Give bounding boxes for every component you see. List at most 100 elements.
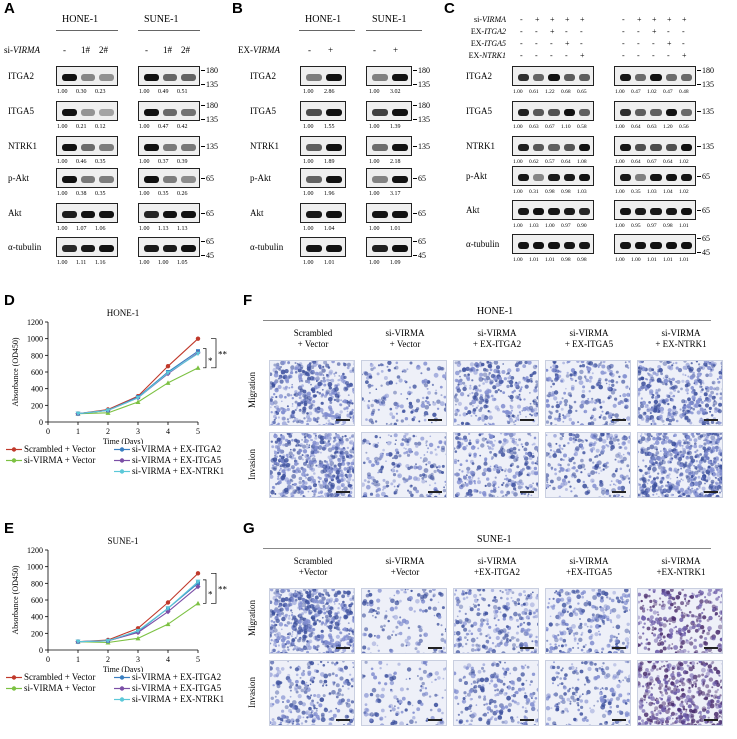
quant-value: 1.00: [158, 260, 169, 266]
column-header-line2: +EX-NTRK1: [656, 567, 706, 577]
quant-value: 1.00: [303, 191, 314, 197]
protein-band: [620, 207, 632, 215]
cell-stain: [454, 589, 538, 653]
protein-band: [650, 173, 662, 181]
mw-tick: [413, 213, 417, 214]
condition-sign: +: [652, 27, 657, 36]
legend-label: si-VIRMA + EX-ITGA2: [132, 444, 222, 454]
mw-tick: [697, 70, 701, 71]
cell-stain: [270, 433, 354, 497]
significance-mark: **: [218, 349, 228, 359]
protein-band: [680, 108, 692, 116]
quant-value: 1.10: [561, 124, 571, 130]
data-point: [165, 600, 171, 605]
quant-value: 0.30: [76, 89, 87, 95]
panel-letter: F: [243, 292, 253, 309]
y-tick-label: 1000: [27, 563, 43, 572]
quant-value: 1.00: [139, 226, 150, 232]
legend-item: Scrambled + Vector: [6, 672, 95, 682]
mw-tick: [413, 255, 417, 256]
protein-band: [181, 210, 196, 218]
lane-label: -: [63, 45, 66, 55]
quant-value: 1.00: [615, 159, 625, 165]
significance-bracket: [203, 579, 207, 604]
mw-label: 180: [418, 66, 430, 75]
quant-value: 0.57: [545, 159, 555, 165]
scale-bar: [612, 419, 626, 421]
growth-chart: SUNE-1 0 200 400 600 800 1000 1200 0 1 2 3 4 5 Time (D…: [11, 536, 228, 672]
row-label: Migration: [247, 372, 257, 408]
protein-band: [665, 108, 677, 116]
quant-value: 1.00: [57, 159, 68, 165]
protein-band: [306, 108, 322, 116]
quant-value: 0.26: [177, 191, 188, 197]
cell-line-label: HONE-1: [62, 14, 99, 25]
protein-band: [162, 244, 178, 252]
treatment-gene: VIRMA: [13, 45, 40, 55]
mw-tick: [413, 119, 417, 120]
x-tick-label: 3: [136, 655, 140, 664]
condition-sign: -: [565, 27, 568, 36]
data-point: [135, 399, 141, 404]
protein-band: [372, 175, 388, 183]
mw-tick: [201, 105, 205, 106]
protein-band: [392, 73, 408, 81]
quant-value: 1.11: [76, 260, 87, 266]
protein-band: [680, 143, 692, 151]
micrograph: [637, 588, 723, 654]
significance-bracket: [211, 572, 217, 604]
quant-value: 0.37: [158, 159, 169, 165]
cell-stain: [362, 361, 446, 425]
scale-bar: [428, 419, 442, 421]
condition-gene: VIRMA: [482, 15, 506, 24]
x-tick-label: 3: [136, 427, 140, 436]
mw-label: 45: [702, 248, 710, 257]
protein-band: [563, 73, 575, 81]
quant-value: 0.98: [561, 257, 571, 263]
y-tick-label: 200: [31, 629, 43, 638]
header-underline: [56, 30, 118, 31]
protein-band: [518, 207, 530, 215]
quant-value: 0.68: [561, 89, 571, 95]
protein-band: [518, 173, 530, 181]
protein-band: [99, 175, 114, 183]
quant-value: 1.00: [369, 159, 380, 165]
blot-strip: [614, 166, 696, 186]
scale-bar: [428, 491, 442, 493]
quant-value: 0.31: [529, 189, 539, 195]
data-point: [195, 571, 201, 576]
scale-bar: [336, 419, 350, 421]
quant-value: 1.02: [679, 189, 689, 195]
protein-band: [80, 143, 96, 151]
protein-band: [533, 173, 545, 181]
protein-band: [326, 210, 342, 218]
row-label: ITGA5: [466, 106, 492, 116]
quant-value: 0.62: [529, 159, 539, 165]
panel-letter-c: C: [444, 0, 455, 17]
quant-value: 0.42: [177, 124, 188, 130]
protein-band: [680, 241, 692, 249]
blot-strip: [366, 203, 412, 223]
protein-band: [635, 173, 647, 181]
row-label: α-tubulin: [466, 239, 500, 249]
protein-band: [650, 143, 662, 151]
blot-strip: [614, 136, 696, 156]
condition-sign: -: [535, 51, 538, 60]
significance-mark: *: [208, 356, 213, 366]
quant-value: 0.64: [561, 159, 571, 165]
legend-item: si-VIRMA + EX-NTRK1: [114, 694, 224, 704]
protein-band: [326, 244, 342, 252]
data-point: [135, 395, 141, 401]
condition-prefix: EX-: [470, 27, 485, 36]
quant-value: 1.89: [324, 159, 335, 165]
mw-label: 65: [702, 206, 710, 215]
header-underline: [366, 30, 422, 31]
protein-band: [181, 175, 196, 183]
condition-sign: -: [622, 15, 625, 24]
x-tick-label: 4: [166, 427, 170, 436]
quant-value: 1.03: [647, 189, 657, 195]
column-header-line2: + Vector: [389, 339, 421, 349]
quant-value: 2.86: [324, 89, 335, 95]
legend-item: Scrambled + Vector: [6, 444, 95, 454]
cell-line-label: SUNE-1: [372, 14, 407, 25]
